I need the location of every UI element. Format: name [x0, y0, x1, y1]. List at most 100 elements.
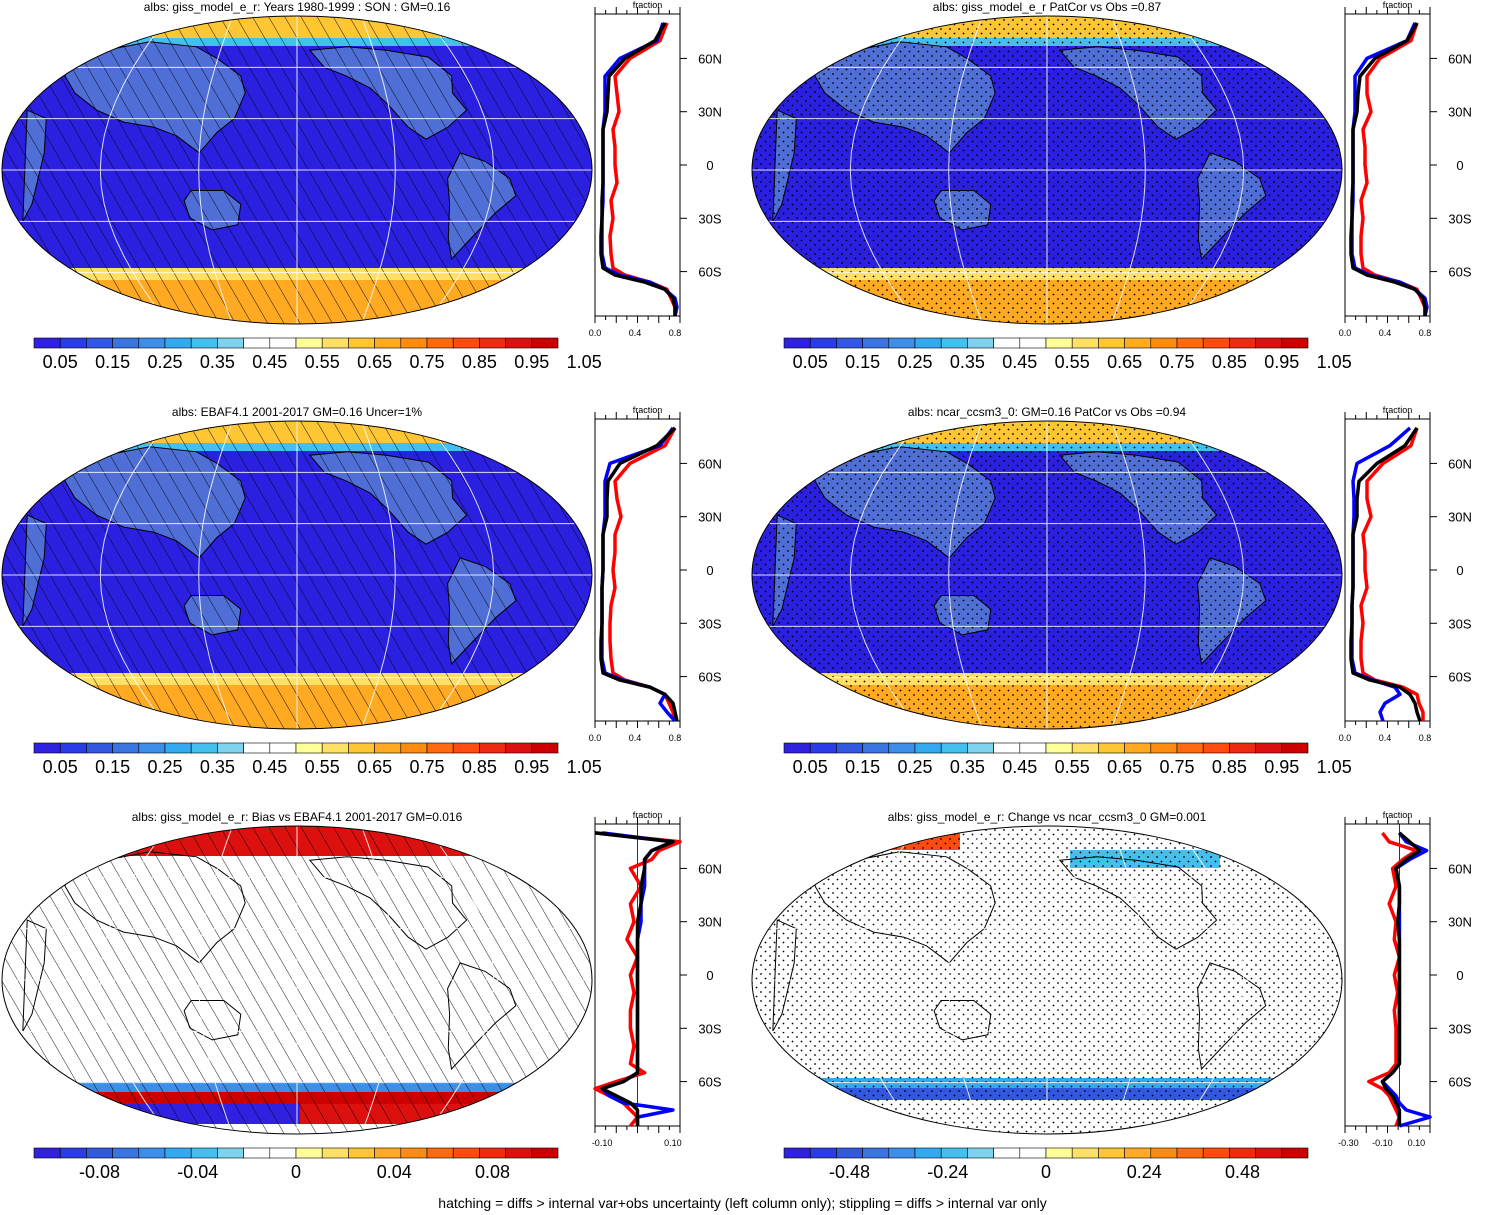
colorbar-swatch	[1281, 1147, 1309, 1159]
colorbar-swatch	[269, 742, 297, 754]
colorbar-tick-label: 0	[291, 1162, 301, 1182]
colorbar-swatch	[217, 337, 244, 349]
colorbar: 0.05 0.15 0.25 0.35 0.45 0.55 0.65 0.75 0.85 0.95…	[33, 742, 602, 777]
colorbar-tick-label: 0.45	[252, 757, 287, 777]
panel-model-patcor: albs: giss_model_e_r PatCor vs Obs =0.87…	[750, 0, 1485, 405]
colorbar-swatch	[1124, 1147, 1152, 1159]
lat-tick-label: 60N	[1448, 861, 1472, 876]
zonal-mean-plot: fraction 60N 30N 0 30S 60S 0.0 0.4 0.8	[1339, 0, 1472, 338]
zonal-x-tick-label: 0.8	[669, 328, 682, 338]
colorbar-swatch	[1045, 742, 1073, 754]
colorbar-tick-label: 0.05	[793, 757, 828, 777]
colorbar-swatch	[1150, 337, 1178, 349]
zonal-x-tick-label: 0.0	[1339, 328, 1352, 338]
map-title: albs: giss_model_e_r: Years 1980-1999 : …	[143, 0, 451, 14]
colorbar-swatch	[967, 742, 994, 754]
panel-observations: albs: EBAF4.1 2001-2017 GM=0.16 Uncer=1%…	[0, 405, 742, 810]
lat-tick-label: 30N	[698, 915, 722, 930]
map-figure: 0.05 0.15 0.25 0.35 0.45 0.55 0.65 0.75 0.85 0.95…	[1, 405, 722, 777]
colorbar-swatch	[164, 337, 192, 349]
colorbar-tick-label: 0.65	[357, 352, 392, 372]
colorbar-tick-label: 1.05	[567, 352, 602, 372]
zonal-series-line	[1367, 831, 1419, 1127]
colorbar-tick-label: 0.25	[897, 352, 932, 372]
colorbar-tick-label: 0.05	[43, 352, 78, 372]
colorbar-swatch	[862, 337, 890, 349]
panel-change: albs: giss_model_e_r: Change vs ncar_ccs…	[750, 810, 1485, 1215]
zonal-series-line	[608, 22, 677, 316]
colorbar-swatch	[1019, 1147, 1047, 1159]
lat-tick-label: 30N	[1448, 105, 1472, 120]
colorbar-swatch	[59, 1147, 87, 1159]
colorbar-tick-label: 0.05	[43, 757, 78, 777]
colorbar-tick-label: 0.95	[1264, 757, 1299, 777]
zonal-x-tick-label: 0.8	[669, 733, 682, 743]
lat-tick-label: 0	[706, 563, 713, 578]
colorbar-tick-label: 0.35	[200, 757, 235, 777]
lat-tick-label: 0	[1456, 968, 1463, 983]
colorbar-swatch	[1255, 742, 1283, 754]
colorbar-swatch	[86, 337, 113, 349]
zonal-series-line	[599, 22, 677, 316]
colorbar-tick-label: 1.05	[1317, 352, 1352, 372]
colorbar-swatch	[1071, 742, 1099, 754]
colorbar-tick-label: 0.15	[95, 352, 130, 372]
colorbar-swatch	[33, 1147, 61, 1159]
colorbar-swatch	[1229, 337, 1256, 349]
footnote: hatching = diffs > internal var+obs unce…	[438, 1195, 1047, 1211]
colorbar-tick-label: 0.04	[377, 1162, 412, 1182]
colorbar-swatch	[1176, 337, 1204, 349]
colorbar-tick-label: 0.65	[357, 757, 392, 777]
map-title: albs: ncar_ccsm3_0: GM=0.16 PatCor vs Ob…	[907, 405, 1187, 419]
colorbar-tick-label: 0.85	[462, 757, 497, 777]
lat-tick-label: 60N	[698, 861, 722, 876]
colorbar-tick-label: 0.45	[1002, 757, 1037, 777]
zonal-unit-label: fraction	[1383, 0, 1413, 10]
colorbar-swatch	[809, 1147, 837, 1159]
colorbar-tick-label: 0.05	[793, 352, 828, 372]
zonal-unit-label: fraction	[633, 810, 663, 820]
colorbar-swatch	[217, 742, 244, 754]
zonal-series-line	[1380, 831, 1422, 1126]
zonal-x-tick-label: 0.8	[1419, 733, 1432, 743]
map-title: albs: giss_model_e_r: Bias vs EBAF4.1 20…	[131, 810, 463, 824]
colorbar-swatch	[940, 337, 968, 349]
map-border	[1, 825, 593, 1135]
colorbar-swatch	[940, 742, 968, 754]
zonal-x-tick-label: 0.8	[1419, 328, 1432, 338]
zonal-x-tick-label: 0.0	[589, 733, 602, 743]
significance-pattern	[2, 16, 592, 324]
colorbar-swatch	[426, 337, 454, 349]
lat-tick-label: 60S	[1448, 670, 1471, 685]
graticule	[2, 16, 592, 324]
colorbar-swatch	[967, 337, 994, 349]
colorbar-tick-label: 0.35	[950, 757, 985, 777]
colorbar-swatch	[190, 1147, 218, 1159]
colorbar-swatch	[138, 337, 166, 349]
graticule	[2, 826, 592, 1134]
colorbar-tick-label: 0.45	[1002, 352, 1037, 372]
lat-tick-label: 30N	[1448, 915, 1472, 930]
colorbar-swatch	[190, 337, 218, 349]
colorbar-swatch	[888, 742, 916, 754]
colorbar-swatch	[1202, 1147, 1230, 1159]
colorbar-swatch	[86, 1147, 113, 1159]
colorbar-swatch	[217, 1147, 244, 1159]
colorbar-tick-label: 0.75	[1159, 352, 1194, 372]
lat-tick-label: 60S	[698, 1075, 721, 1090]
map-field	[2, 826, 592, 1134]
colorbar-swatch	[531, 742, 559, 754]
colorbar-swatch	[400, 337, 428, 349]
lat-tick-label: 30N	[1448, 510, 1472, 525]
colorbar-swatch	[269, 337, 297, 349]
colorbar-tick-label: 0.75	[1159, 757, 1194, 777]
colorbar-swatch	[348, 742, 375, 754]
panel-model-climatology: albs: giss_model_e_r: Years 1980-1999 : …	[0, 0, 742, 405]
colorbar-swatch	[86, 742, 113, 754]
map-field	[752, 421, 1342, 729]
colorbar-swatch	[374, 742, 402, 754]
colorbar: 0.05 0.15 0.25 0.35 0.45 0.55 0.65 0.75 0.85 0.95…	[783, 337, 1352, 372]
lat-tick-label: 30S	[1448, 1021, 1471, 1036]
colorbar-tick-label: 0.85	[1212, 352, 1247, 372]
colorbar: 0.05 0.15 0.25 0.35 0.45 0.55 0.65 0.75 0.85 0.95…	[33, 337, 602, 372]
